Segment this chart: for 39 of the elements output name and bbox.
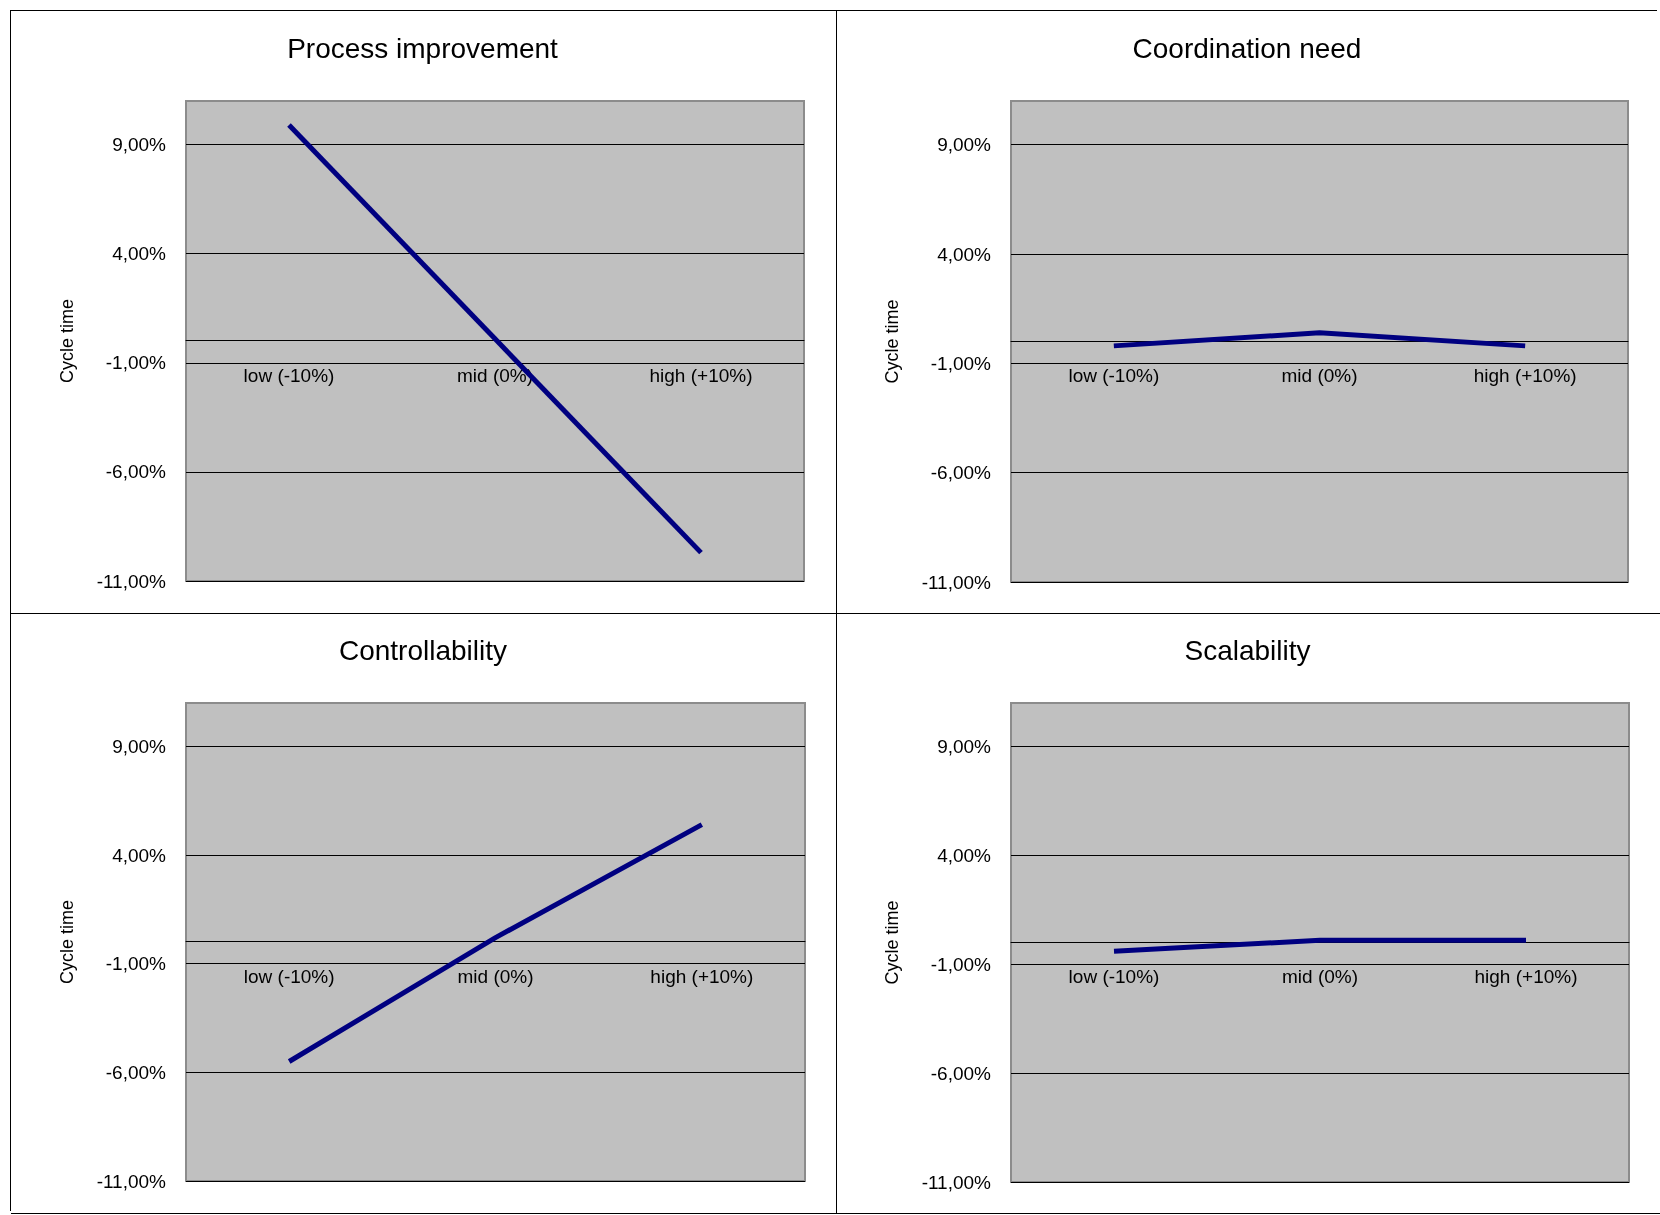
- y-tick-label: -6,00%: [930, 462, 992, 484]
- y-tick-label: 9,00%: [937, 736, 992, 758]
- y-axis-title: Cycle time: [882, 299, 902, 384]
- y-tick-label: -1,00%: [105, 953, 167, 975]
- y-tick-label: -6,00%: [105, 461, 167, 483]
- y-tick-label: 9,00%: [937, 134, 992, 156]
- chart-title: Controllability: [338, 634, 508, 666]
- y-tick-label: -6,00%: [105, 1061, 167, 1083]
- y-tick-label: 4,00%: [937, 844, 992, 866]
- y-tick-label: -11,00%: [96, 1170, 167, 1192]
- chart-title: Scalability: [1184, 634, 1311, 666]
- y-tick-label: -1,00%: [930, 953, 992, 975]
- x-tick-label: low (-10%): [243, 364, 335, 386]
- y-tick-label: -11,00%: [921, 571, 992, 593]
- y-tick-label: 9,00%: [112, 735, 167, 757]
- y-tick-label: -6,00%: [930, 1062, 992, 1084]
- x-tick-label: low (-10%): [1068, 365, 1160, 386]
- x-tick-label: mid (0%): [457, 965, 534, 987]
- x-tick-label: high (+10%): [1473, 365, 1577, 386]
- y-tick-label: 4,00%: [112, 844, 167, 866]
- chart-title: Coordination need: [1132, 32, 1362, 64]
- x-tick-label: high (+10%): [650, 965, 754, 987]
- y-axis-title: Cycle time: [882, 900, 902, 985]
- y-axis-title: Cycle time: [57, 899, 77, 985]
- y-tick-label: 4,00%: [112, 243, 167, 265]
- x-tick-label: low (-10%): [243, 965, 335, 987]
- y-tick-label: 4,00%: [937, 243, 992, 265]
- y-axis-title: Cycle time: [57, 298, 77, 384]
- y-tick-label: 9,00%: [112, 134, 167, 156]
- y-tick-label: -11,00%: [96, 570, 167, 592]
- x-tick-label: high (+10%): [649, 364, 753, 386]
- x-tick-label: mid (0%): [1281, 365, 1358, 386]
- y-tick-label: -1,00%: [930, 352, 992, 374]
- y-tick-label: -1,00%: [105, 352, 167, 374]
- x-tick-label: mid (0%): [1281, 966, 1359, 987]
- y-tick-label: -11,00%: [921, 1171, 992, 1193]
- chart-title: Process improvement: [287, 32, 559, 64]
- x-tick-label: low (-10%): [1068, 966, 1160, 987]
- x-tick-label: high (+10%): [1474, 966, 1578, 987]
